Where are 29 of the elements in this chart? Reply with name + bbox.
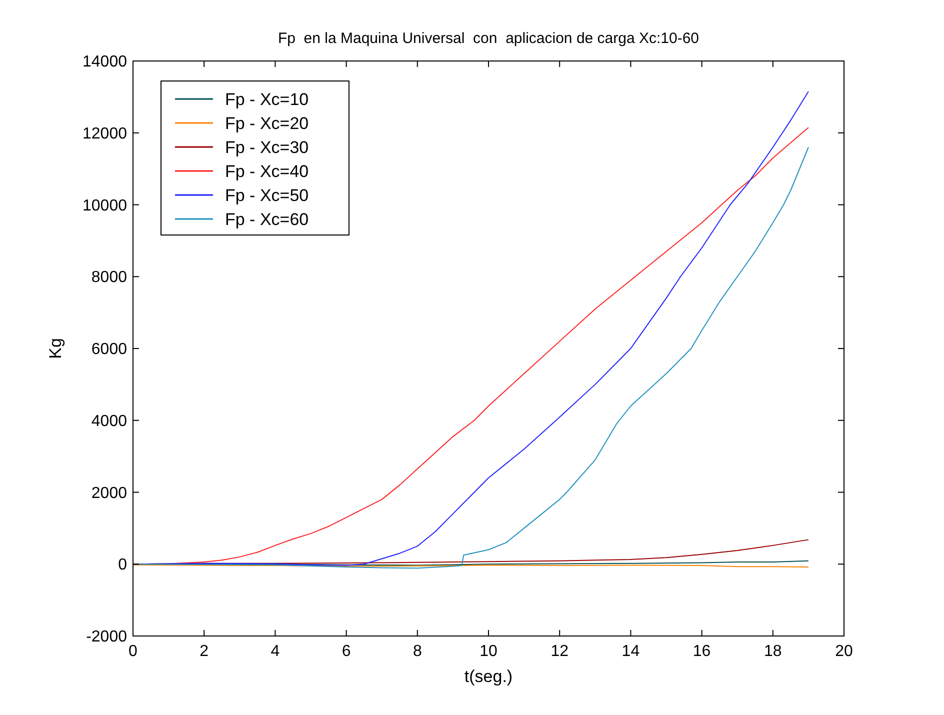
- x-tick-label: 8: [412, 643, 422, 660]
- x-tick-label: 18: [764, 643, 782, 660]
- x-tick-label: 10: [480, 643, 498, 660]
- legend-label: Fp - Xc=50: [225, 186, 309, 205]
- y-tick-label: 8000: [91, 269, 128, 286]
- y-tick-label: 2000: [91, 484, 128, 502]
- x-tick-label: 14: [622, 643, 640, 660]
- y-tick-label: -2000: [86, 628, 128, 646]
- legend-label: Fp - Xc=40: [225, 162, 309, 181]
- x-tick-label: 2: [200, 643, 209, 660]
- x-tick-label: 16: [692, 643, 711, 660]
- legend-label: Fp - Xc=10: [225, 90, 309, 109]
- x-tick-label: 12: [550, 643, 569, 660]
- legend-label: Fp - Xc=20: [225, 114, 309, 133]
- y-tick-label: 0: [118, 556, 128, 574]
- y-tick-label: 10000: [82, 197, 128, 214]
- y-tick-label: 6000: [91, 341, 128, 358]
- x-tick-label: 6: [342, 643, 351, 660]
- legend-label: Fp - Xc=60: [225, 210, 309, 229]
- x-tick-label: 0: [128, 643, 138, 660]
- legend-label: Fp - Xc=30: [225, 138, 309, 157]
- chart-title: Fp en la Maquina Universal con aplicacion de carga Xc:10-60: [278, 30, 700, 47]
- x-tick-label: 4: [270, 643, 280, 660]
- y-axis-title: Kg: [46, 338, 65, 359]
- y-tick-label: 14000: [82, 54, 128, 71]
- x-axis-title: t(seg.): [464, 667, 513, 686]
- x-tick-label: 20: [835, 643, 853, 660]
- y-tick-label: 4000: [91, 412, 128, 430]
- y-tick-label: 12000: [82, 125, 128, 142]
